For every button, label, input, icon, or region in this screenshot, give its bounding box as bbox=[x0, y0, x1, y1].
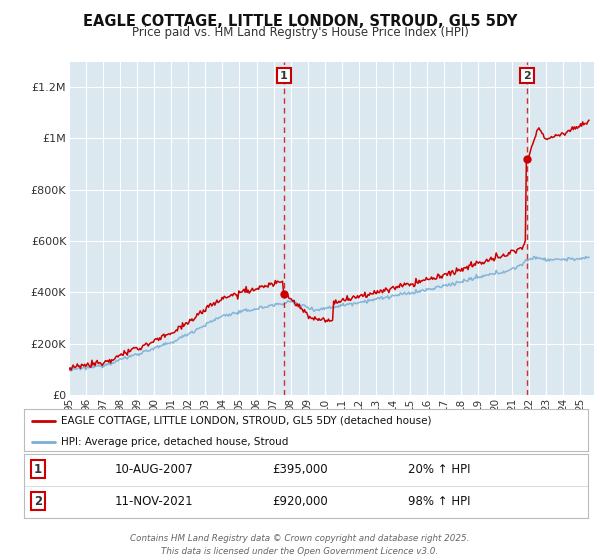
Text: 1: 1 bbox=[280, 71, 288, 81]
Text: £920,000: £920,000 bbox=[272, 494, 328, 508]
Text: 20% ↑ HPI: 20% ↑ HPI bbox=[407, 463, 470, 475]
Text: 98% ↑ HPI: 98% ↑ HPI bbox=[407, 494, 470, 508]
Text: EAGLE COTTAGE, LITTLE LONDON, STROUD, GL5 5DY (detached house): EAGLE COTTAGE, LITTLE LONDON, STROUD, GL… bbox=[61, 416, 431, 426]
Text: Contains HM Land Registry data © Crown copyright and database right 2025.
This d: Contains HM Land Registry data © Crown c… bbox=[130, 534, 470, 556]
Text: EAGLE COTTAGE, LITTLE LONDON, STROUD, GL5 5DY: EAGLE COTTAGE, LITTLE LONDON, STROUD, GL… bbox=[83, 14, 517, 29]
Text: 2: 2 bbox=[523, 71, 531, 81]
Text: HPI: Average price, detached house, Stroud: HPI: Average price, detached house, Stro… bbox=[61, 437, 288, 446]
Text: 10-AUG-2007: 10-AUG-2007 bbox=[114, 463, 193, 475]
Text: Price paid vs. HM Land Registry's House Price Index (HPI): Price paid vs. HM Land Registry's House … bbox=[131, 26, 469, 39]
Text: 1: 1 bbox=[34, 463, 42, 475]
Text: £395,000: £395,000 bbox=[272, 463, 328, 475]
Text: 2: 2 bbox=[34, 494, 42, 508]
Text: 11-NOV-2021: 11-NOV-2021 bbox=[114, 494, 193, 508]
